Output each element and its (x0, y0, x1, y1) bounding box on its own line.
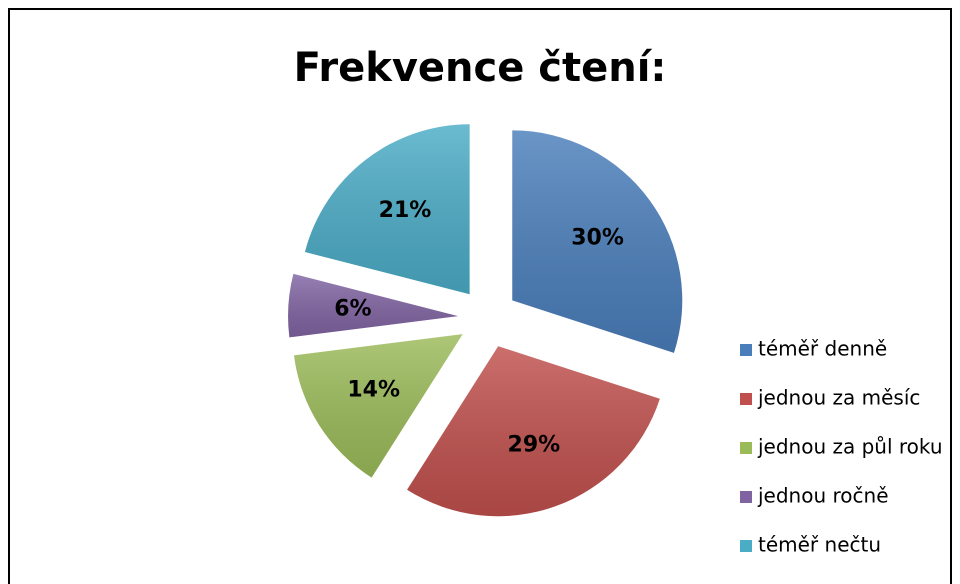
legend-marker (740, 344, 752, 356)
legend-label: jednou za půl roku (757, 435, 943, 459)
chart-title: Frekvence čtení: (294, 45, 667, 91)
legend-marker (740, 442, 752, 454)
legend-label: téměř nečtu (758, 533, 881, 557)
data-label: 29% (508, 432, 561, 457)
legend-marker (740, 393, 752, 405)
legend-marker (740, 491, 752, 503)
slice-shade (288, 273, 459, 338)
slice-shade (294, 334, 463, 478)
data-label: 21% (379, 198, 432, 223)
data-label: 30% (571, 225, 624, 250)
slice-shade (407, 346, 660, 517)
legend-label: jednou za měsíc (757, 386, 920, 410)
legend-label: téměř denně (758, 337, 887, 361)
data-label: 14% (347, 378, 400, 403)
legend-label: jednou ročně (757, 484, 889, 508)
slice-shade (512, 130, 683, 353)
data-label: 6% (334, 296, 371, 321)
legend-marker (740, 540, 752, 552)
slice-shade (304, 124, 470, 295)
